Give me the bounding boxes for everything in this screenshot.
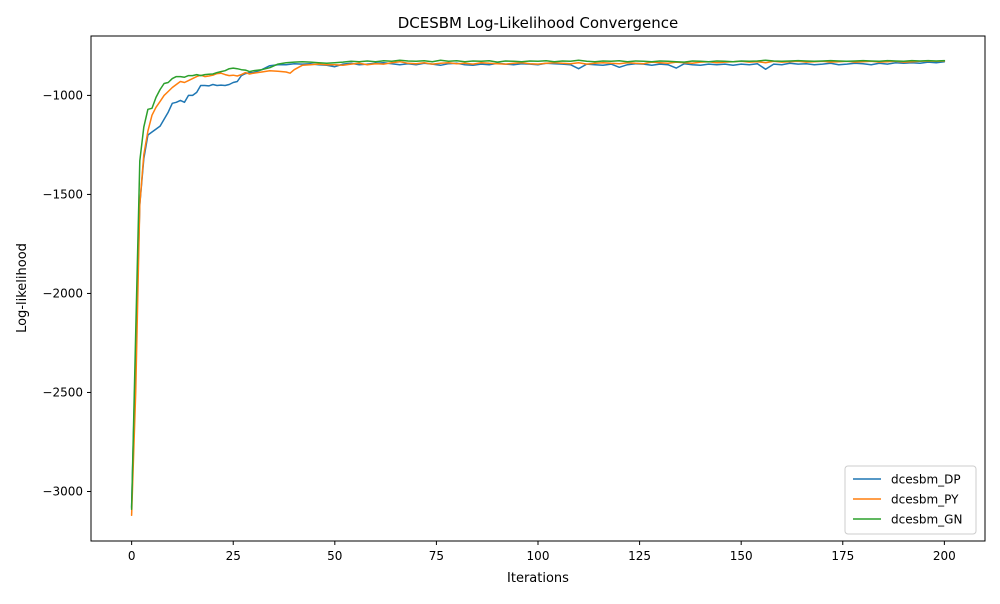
x-tick-label: 125 xyxy=(628,549,651,563)
legend-label: dcesbm_DP xyxy=(891,473,961,487)
legend-label: dcesbm_PY xyxy=(891,493,959,507)
x-axis: 0 25 50 75 100 125 150 175 200 xyxy=(128,541,956,563)
legend-items: dcesbm_DP dcesbm_PY dcesbm_GN xyxy=(853,473,962,527)
y-tick-label: −3000 xyxy=(42,484,83,498)
y-tick-label: −2500 xyxy=(42,385,83,399)
x-tick-label: 50 xyxy=(327,549,342,563)
y-tick-label: −2000 xyxy=(42,286,83,300)
plot-area xyxy=(90,35,986,542)
chart-title: DCESBM Log-Likelihood Convergence xyxy=(398,14,679,32)
x-tick-label: 100 xyxy=(527,549,550,563)
y-tick-label: −1500 xyxy=(42,187,83,201)
x-tick-label: 200 xyxy=(933,549,956,563)
series-layer xyxy=(130,59,946,517)
series-line-dcesbm_GN xyxy=(130,59,946,511)
y-tick-label: −1000 xyxy=(42,88,83,102)
x-tick-label: 175 xyxy=(831,549,854,563)
x-tick-label: 75 xyxy=(429,549,444,563)
series-line-dcesbm_DP xyxy=(130,60,946,509)
x-tick-label: 150 xyxy=(730,549,753,563)
y-axis: −3000 −2500 −2000 −1500 −1000 xyxy=(42,88,91,498)
legend: dcesbm_DP dcesbm_PY dcesbm_GN xyxy=(844,465,977,535)
legend-box xyxy=(844,465,977,535)
y-axis-label: Log-likelihood xyxy=(15,243,30,333)
legend-label: dcesbm_GN xyxy=(891,513,962,527)
x-tick-label: 25 xyxy=(226,549,241,563)
x-tick-label: 0 xyxy=(128,549,136,563)
x-axis-label: Iterations xyxy=(507,571,569,586)
